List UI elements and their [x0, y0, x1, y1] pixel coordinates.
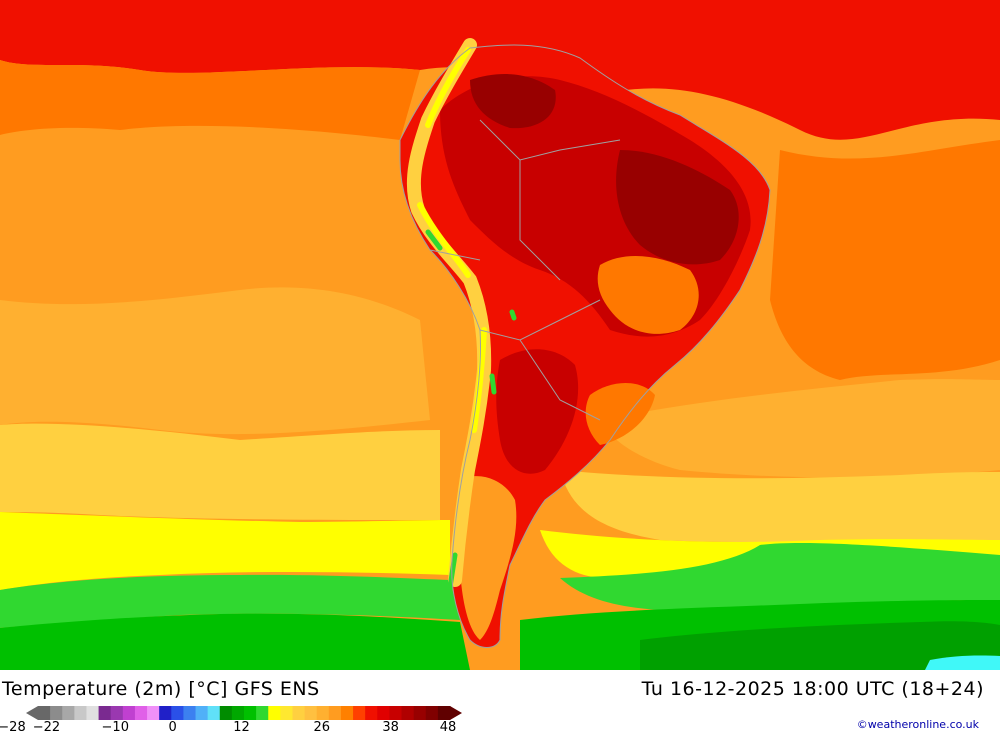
legend-swatch: [353, 706, 366, 720]
band-south-green: [0, 613, 470, 670]
temperature-map: [0, 0, 1000, 670]
legend-swatch: [437, 706, 451, 720]
legend-swatch: [171, 706, 184, 720]
credit-link[interactable]: ©weatheronline.co.uk: [856, 718, 979, 731]
cyan-patch: [925, 655, 1000, 670]
andes-cool-ridge: [406, 38, 517, 603]
map-title: Temperature (2m) [°C] GFS ENS: [2, 678, 320, 700]
legend-swatch: [389, 706, 403, 720]
legend-swatch: [413, 706, 427, 720]
legend-swatch: [340, 706, 354, 720]
legend-swatch: [134, 706, 148, 720]
legend-swatch: [280, 706, 293, 720]
andes-yellow: [417, 47, 487, 433]
band-west-orange-light: [0, 287, 430, 435]
continent-orange-patagonia: [457, 476, 517, 640]
coastline-south-america: [399, 44, 771, 648]
band-far-south-dark-green: [640, 621, 1000, 670]
continent-darkest-red-brazil: [616, 150, 739, 265]
legend-swatch: [219, 706, 233, 720]
legend-tick-labels: −28 −22 −10 0 12 26 38 48: [0, 720, 480, 735]
legend-swatch: [292, 706, 306, 720]
legend-tick-label: 0: [168, 720, 177, 735]
band-southwest-yellow-orange: [0, 423, 440, 520]
band-south-light-green: [0, 574, 460, 628]
continent-temperature: [400, 45, 770, 648]
color-scale-legend: [26, 706, 462, 720]
legend-swatch: [244, 706, 257, 720]
legend-tick-label: 48: [439, 720, 457, 735]
band-southeast-light-green: [560, 543, 1000, 611]
legend-swatch: [74, 706, 87, 720]
continent-deep-red-argentina: [496, 349, 579, 474]
legend-swatch: [328, 706, 342, 720]
legend-swatch: [304, 706, 318, 720]
map-footer: Temperature (2m) [°C] GFS ENS Tu 16-12-2…: [0, 670, 1000, 735]
legend-swatch: [268, 706, 281, 720]
legend-tick-label: 26: [313, 720, 331, 735]
legend-swatch: [122, 706, 136, 720]
legend-arrow-high: [450, 706, 462, 720]
legend-swatch: [38, 706, 51, 720]
legend-swatch: [377, 706, 390, 720]
band-southeast-yellow-orange: [560, 470, 1000, 543]
legend-swatch: [183, 706, 197, 720]
legend-swatch: [98, 706, 112, 720]
border-lines: [429, 119, 621, 421]
legend-swatch: [86, 706, 100, 720]
legend-swatch: [316, 706, 330, 720]
legend-swatch: [256, 706, 269, 720]
legend-swatch: [207, 706, 221, 720]
band-east-orange-dark: [770, 140, 1000, 380]
legend-tick-label: −10: [101, 720, 129, 735]
legend-tick-label: 12: [233, 720, 250, 735]
continent-orange-southbrazil: [585, 382, 655, 445]
legend-swatch: [159, 706, 172, 720]
legend-swatch: [147, 706, 160, 720]
legend-tick-label: −22: [32, 720, 61, 735]
legend-arrow-low: [26, 706, 38, 720]
legend-swatch: [401, 706, 415, 720]
band-south-yellow: [0, 512, 450, 590]
legend-tick-label: −28: [0, 720, 26, 735]
valid-time: Tu 16-12-2025 18:00 UTC (18+24): [641, 678, 984, 700]
legend-swatch: [365, 706, 378, 720]
legend-swatch: [110, 706, 124, 720]
coastlines-borders: [399, 44, 771, 648]
band-northwest-orange-dark: [0, 60, 420, 140]
band-east-orange-light: [600, 379, 1000, 478]
continent-orange-patch-brazil: [597, 255, 699, 334]
legend-swatch: [195, 706, 209, 720]
andes-green-patches: [425, 229, 517, 603]
legend-swatch: [231, 706, 245, 720]
legend-swatch: [425, 706, 439, 720]
legend-tick-label: 38: [382, 720, 399, 735]
legend-swatch: [50, 706, 63, 720]
legend-swatch: [62, 706, 75, 720]
continent-darkest-red-north: [470, 74, 556, 129]
